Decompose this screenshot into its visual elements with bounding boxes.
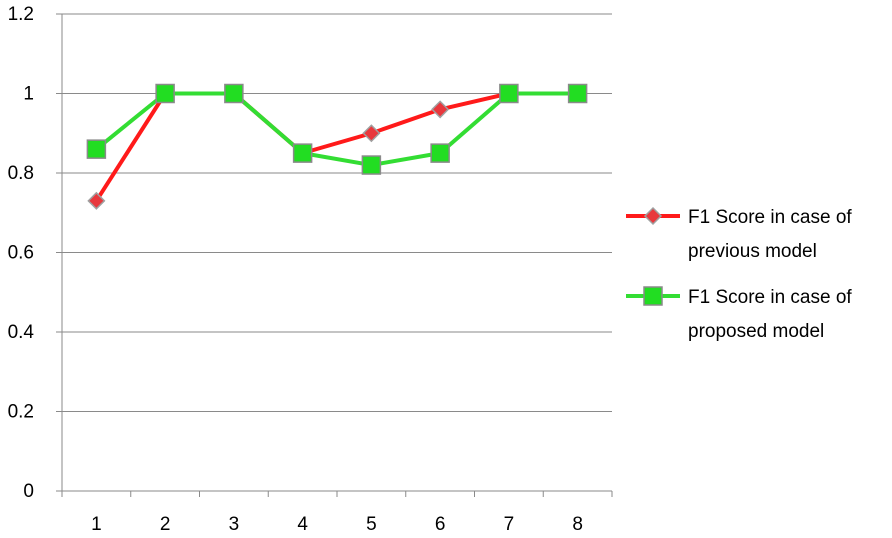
legend-entry-1: F1 Score in case of previous model — [626, 206, 852, 262]
legend-label: F1 Score in case of — [688, 207, 852, 228]
y-tick-label: 0.6 — [8, 243, 34, 264]
legend-label: F1 Score in case of — [688, 287, 852, 308]
y-tick-label: 1.2 — [8, 4, 34, 25]
x-tick-label: 6 — [435, 514, 446, 535]
y-tick-labels: 0 0.2 0.4 0.6 0.8 1 1.2 — [8, 4, 35, 502]
legend-label: proposed model — [688, 321, 824, 342]
data-point-square — [224, 83, 244, 104]
data-point-square — [499, 83, 519, 104]
x-tick-label: 8 — [572, 514, 583, 535]
data-point-square — [361, 155, 382, 175]
data-point-square — [86, 139, 107, 159]
x-tick-label: 4 — [297, 514, 308, 535]
x-tick-label: 3 — [229, 514, 240, 535]
data-point-square — [292, 143, 313, 163]
y-tick-label: 0.8 — [8, 163, 34, 184]
legend-marker-square — [643, 286, 663, 306]
y-tick-label: 0 — [23, 481, 34, 502]
x-tick-label: 5 — [366, 514, 377, 535]
y-tick-label: 0.2 — [8, 402, 34, 423]
data-point-square — [567, 83, 588, 104]
data-point-diamond — [87, 191, 106, 210]
series-2 — [86, 83, 588, 175]
legend-entry-2: F1 Score in case of proposed model — [626, 286, 852, 342]
data-point-diamond — [362, 124, 381, 143]
data-point-diamond — [431, 100, 450, 119]
y-tick-label: 1 — [23, 84, 34, 105]
data-point-square — [430, 143, 450, 163]
series-line-2 — [95, 91, 578, 168]
axes — [56, 13, 613, 497]
legend-label: previous model — [688, 241, 817, 262]
x-tick-label: 2 — [160, 514, 171, 535]
y-tick-label: 0.4 — [8, 322, 35, 343]
series-group — [86, 83, 588, 210]
series-line-1 — [94, 91, 578, 202]
x-tick-labels: 1 2 3 4 5 6 7 8 — [91, 514, 583, 535]
data-point-square — [155, 83, 175, 104]
series-1 — [87, 84, 587, 210]
x-tick-label: 1 — [91, 514, 102, 535]
legend-marker-diamond — [643, 206, 663, 226]
x-tick-label: 7 — [504, 514, 515, 535]
gridlines — [62, 13, 612, 412]
